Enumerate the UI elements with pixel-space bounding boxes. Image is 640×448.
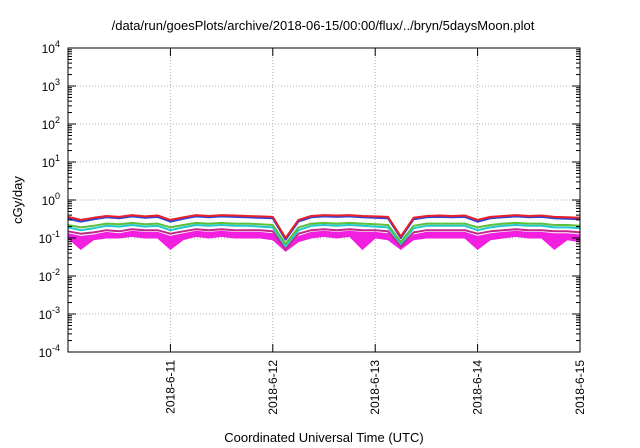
y-tick-base: 10 <box>39 346 53 360</box>
x-axis-label: Coordinated Universal Time (UTC) <box>224 430 423 445</box>
y-tick-label: 103 <box>42 77 60 94</box>
chart-title: /data/run/goesPlots/archive/2018-06-15/0… <box>112 18 535 33</box>
y-tick-exponent: 3 <box>55 77 60 87</box>
y-tick-base: 10 <box>42 80 56 94</box>
x-tick-label: 2018-6-15 <box>573 360 587 415</box>
grid <box>68 48 580 352</box>
y-tick-exponent: -3 <box>52 305 60 315</box>
series-layer <box>67 214 581 251</box>
y-tick-base: 10 <box>42 194 56 208</box>
y-axis-label: cGy/day <box>10 176 25 224</box>
y-tick-exponent: 4 <box>55 39 60 49</box>
y-tick-base: 10 <box>39 308 53 322</box>
y-tick-base: 10 <box>42 118 56 132</box>
x-tick-label: 2018-6-13 <box>368 360 382 415</box>
y-tick-label: 102 <box>42 115 60 132</box>
series-line <box>67 215 581 241</box>
band-layer <box>67 230 581 253</box>
y-tick-label: 10-3 <box>39 305 60 322</box>
y-tick-label: 101 <box>42 153 60 170</box>
x-tick-label: 2018-6-11 <box>163 360 177 414</box>
x-tick-label: 2018-6-12 <box>266 360 280 415</box>
y-tick-exponent: 1 <box>55 153 60 163</box>
y-tick-base: 10 <box>42 42 56 56</box>
x-tick-label: 2018-6-14 <box>471 360 485 415</box>
series-line <box>67 228 581 251</box>
y-tick-exponent: -1 <box>52 229 60 239</box>
series-line <box>67 221 581 245</box>
series-line <box>67 224 581 248</box>
y-tick-base: 10 <box>39 270 53 284</box>
y-tick-label: 100 <box>42 191 60 208</box>
y-tick-exponent: -4 <box>52 343 60 353</box>
series-line <box>67 214 581 239</box>
y-tick-exponent: 0 <box>55 191 60 201</box>
y-tick-exponent: -2 <box>52 267 60 277</box>
y-tick-exponent: 2 <box>55 115 60 125</box>
y-tick-base: 10 <box>42 156 56 170</box>
y-tick-label: 10-2 <box>39 267 60 284</box>
y-tick-label: 10-4 <box>39 343 60 360</box>
flux-band-area <box>67 230 581 253</box>
y-tick-label: 104 <box>42 39 60 56</box>
x-axis-ticks: 2018-6-11 2018-6-12 2018-6-13 2018-6-14 2018… <box>163 48 587 415</box>
y-tick-base: 10 <box>39 232 53 246</box>
y-tick-label: 10-1 <box>39 229 60 246</box>
